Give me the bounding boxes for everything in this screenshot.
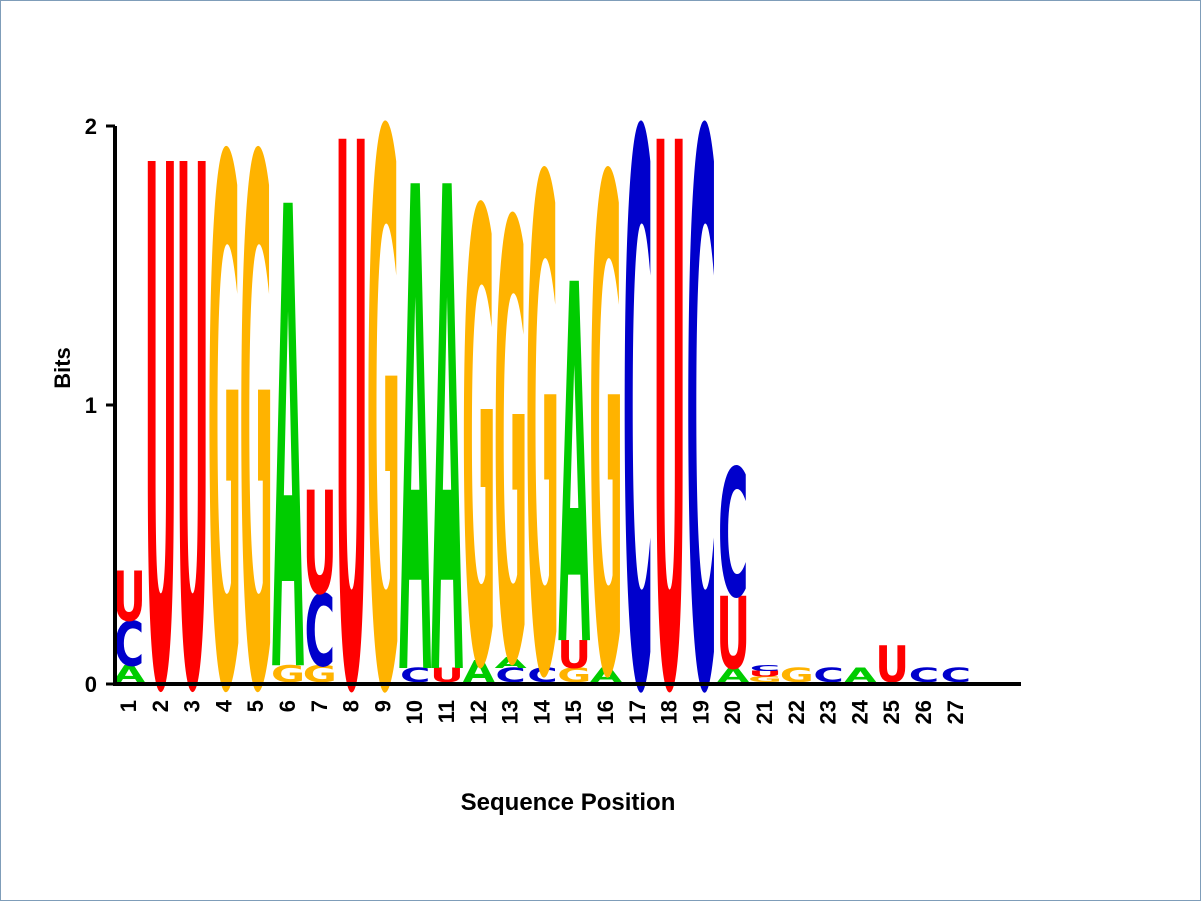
x-tick-label: 13 <box>498 700 523 724</box>
logo-letter-g: G <box>462 87 496 807</box>
logo-letter-c: C <box>941 664 971 687</box>
y-ticks: 0 1 2 <box>85 114 115 697</box>
y-tick-label: 2 <box>85 114 97 139</box>
logo-letter-a: A <box>558 182 590 757</box>
logo-letter-c: C <box>305 573 335 689</box>
x-tick-label: 8 <box>339 700 364 712</box>
y-tick-label: 0 <box>85 672 97 697</box>
x-tick-label: 18 <box>657 700 682 724</box>
logo-letter-g: G <box>780 664 814 687</box>
logo-letter-c: C <box>400 664 430 687</box>
logo-letter-g: G <box>207 11 241 852</box>
x-tick-label: 11 <box>434 700 459 723</box>
logo-letter-g: G <box>494 101 528 799</box>
x-tick-label: 14 <box>529 699 554 724</box>
logo-letter-a: A <box>495 654 528 672</box>
logo-letter-g: G <box>239 11 273 852</box>
x-tick-label: 21 <box>752 700 777 724</box>
logo-letter-c: C <box>114 610 144 680</box>
x-tick-label: 26 <box>911 700 936 724</box>
x-tick-label: 7 <box>307 700 332 712</box>
x-tick-label: 24 <box>847 699 872 724</box>
logo-letter-u: U <box>303 461 337 627</box>
y-axis-label: Bits <box>50 347 75 389</box>
logo-letter-g: G <box>366 0 400 861</box>
logo-letter-g: G <box>748 675 782 684</box>
logo-letter-u: U <box>430 664 464 687</box>
x-tick-label: 9 <box>370 700 395 712</box>
x-tick-labels: 1 2 3 4 5 6 7 8 9 10 11 12 13 14 15 16 17 18 19 20 21 22 23 24 2… <box>116 699 968 724</box>
logo-letter-c: C <box>750 664 780 673</box>
logo-letter-u: U <box>112 558 146 638</box>
x-tick-label: 2 <box>148 700 173 712</box>
x-tick-label: 1 <box>116 700 141 712</box>
logo-letter-a: A <box>399 53 431 826</box>
logo-letter-a: A <box>844 664 876 687</box>
logo-letter-g: G <box>557 664 591 687</box>
x-tick-label: 3 <box>180 700 205 712</box>
x-tick-label: 4 <box>211 699 236 712</box>
logo-letter-a: A <box>717 664 749 687</box>
logo-letter-c: C <box>623 0 653 861</box>
x-tick-label: 5 <box>243 700 268 712</box>
logo-letter-c: C <box>909 664 939 687</box>
x-tick-label: 27 <box>943 700 968 724</box>
x-tick-label: 16 <box>593 700 618 724</box>
logo-letter-u: U <box>748 669 782 678</box>
logo-letter-u: U <box>176 20 210 852</box>
x-axis-label: Sequence Position <box>461 789 676 816</box>
x-tick-label: 15 <box>561 700 586 724</box>
logo-letter-a: A <box>272 78 304 816</box>
x-tick-label: 10 <box>402 700 427 724</box>
logo-letter-g: G <box>525 41 559 829</box>
x-tick-label: 20 <box>720 700 745 724</box>
x-tick-label: 12 <box>466 700 491 724</box>
logo-letter-u: U <box>716 575 750 691</box>
logo-letter-c: C <box>813 664 843 687</box>
x-tick-label: 23 <box>816 700 841 724</box>
logo-letter-u: U <box>144 20 178 852</box>
logo-letter-c: C <box>718 433 748 638</box>
logo-letter-c: C <box>527 664 557 687</box>
logo-letter-a: A <box>590 664 622 687</box>
x-tick-label: 17 <box>625 700 650 724</box>
y-tick-label: 1 <box>85 393 97 418</box>
x-tick-label: 19 <box>688 700 713 724</box>
x-tick-label: 25 <box>879 700 904 724</box>
x-tick-label: 6 <box>275 700 300 712</box>
logo-letter-c: C <box>495 664 525 687</box>
logo-letter-u: U <box>653 0 687 859</box>
logo-letter-c: C <box>686 0 716 861</box>
logo-letter-a: A <box>431 53 463 826</box>
logo-letter-u: U <box>335 0 369 859</box>
x-tick-label: 22 <box>784 700 809 724</box>
logo-letter-u: U <box>557 634 591 678</box>
logo-letter-g: G <box>589 41 623 829</box>
